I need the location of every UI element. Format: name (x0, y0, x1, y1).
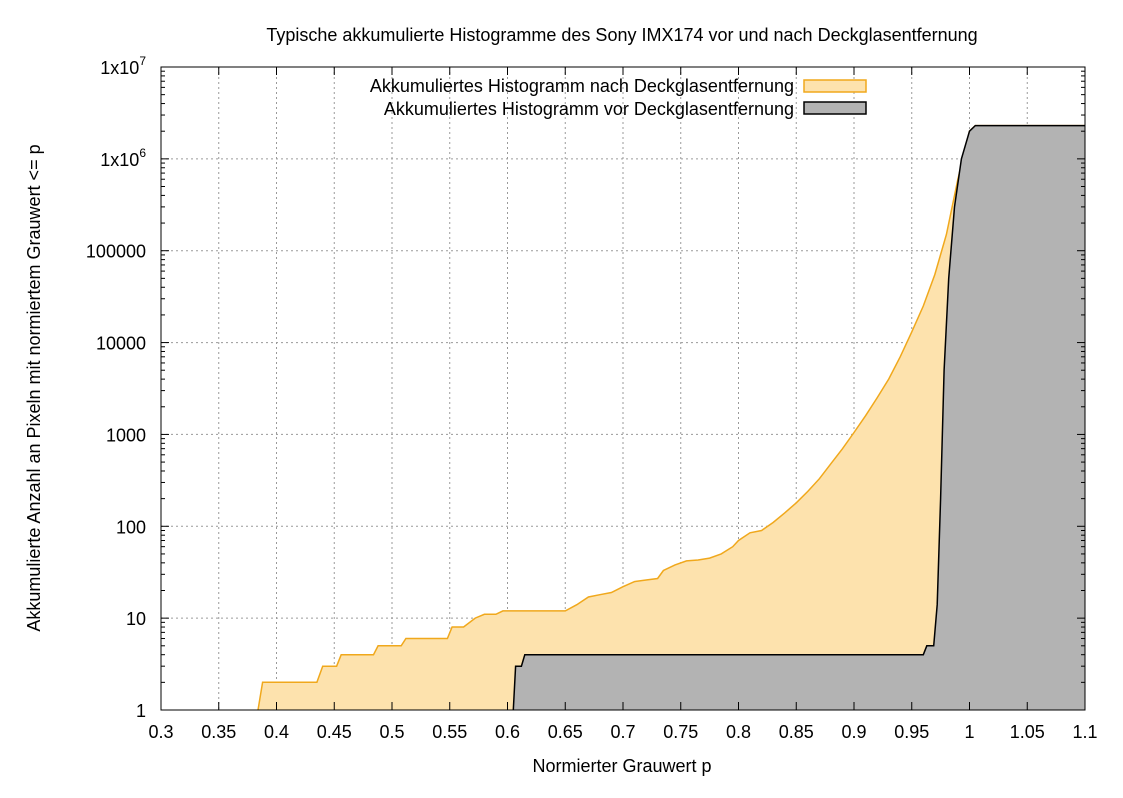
x-tick-label: 1.05 (1010, 722, 1045, 742)
y-tick-label: 1000 (106, 425, 146, 445)
y-tick-label: 100 (116, 517, 146, 537)
series-area-0 (258, 125, 1085, 711)
legend-swatch-vor (803, 101, 867, 115)
y-tick-label: 100000 (86, 242, 146, 262)
x-tick-label: 0.9 (841, 722, 866, 742)
series-area-1 (513, 125, 1085, 711)
y-tick-label: 10 (126, 609, 146, 629)
ticks (160, 66, 1086, 711)
x-tick-label: 0.65 (548, 722, 583, 742)
x-tick-label: 0.85 (779, 722, 814, 742)
x-tick-label: 0.3 (148, 722, 173, 742)
x-tick-label: 1.1 (1072, 722, 1097, 742)
x-tick-label: 0.4 (264, 722, 289, 742)
x-tick-label: 0.7 (610, 722, 635, 742)
x-tick-label: 0.6 (495, 722, 520, 742)
x-tick-label: 0.95 (894, 722, 929, 742)
x-tick-label: 0.8 (726, 722, 751, 742)
legend-label-nach: Akkumuliertes Histogramm nach Deckglasen… (370, 76, 794, 96)
y-axis-label: Akkumulierte Anzahl an Pixeln mit normie… (24, 144, 44, 631)
x-tick-label: 0.35 (201, 722, 236, 742)
y-tick-label: 1x106 (100, 146, 146, 170)
plot-areas (257, 124, 1085, 711)
y-tick-labels: 1 10 100 1000 10000 100000 1x106 1x107 (86, 54, 146, 721)
x-tick-label: 0.55 (432, 722, 467, 742)
x-tick-label: 1 (964, 722, 974, 742)
chart-title: Typische akkumulierte Histogramme des So… (266, 25, 977, 45)
legend-swatch-nach (803, 79, 867, 93)
y-tick-label: 10000 (96, 334, 146, 354)
x-tick-label: 0.75 (663, 722, 698, 742)
x-axis-label: Normierter Grauwert p (532, 756, 711, 776)
series-line-1 (512, 124, 1085, 711)
y-tick-label: 1 (136, 701, 146, 721)
x-tick-label: 0.45 (317, 722, 352, 742)
x-tick-labels: 0.3 0.35 0.4 0.45 0.5 0.55 0.6 0.65 0.7 0.75 0.8 0.… (148, 722, 1097, 742)
legend: Akkumuliertes Histogramm nach Deckglasen… (370, 76, 867, 119)
x-tick-label: 0.5 (379, 722, 404, 742)
legend-label-vor: Akkumuliertes Histogramm vor Deckglasent… (384, 99, 794, 119)
y-tick-label: 1x107 (100, 54, 146, 78)
series-line-0 (257, 124, 1085, 711)
